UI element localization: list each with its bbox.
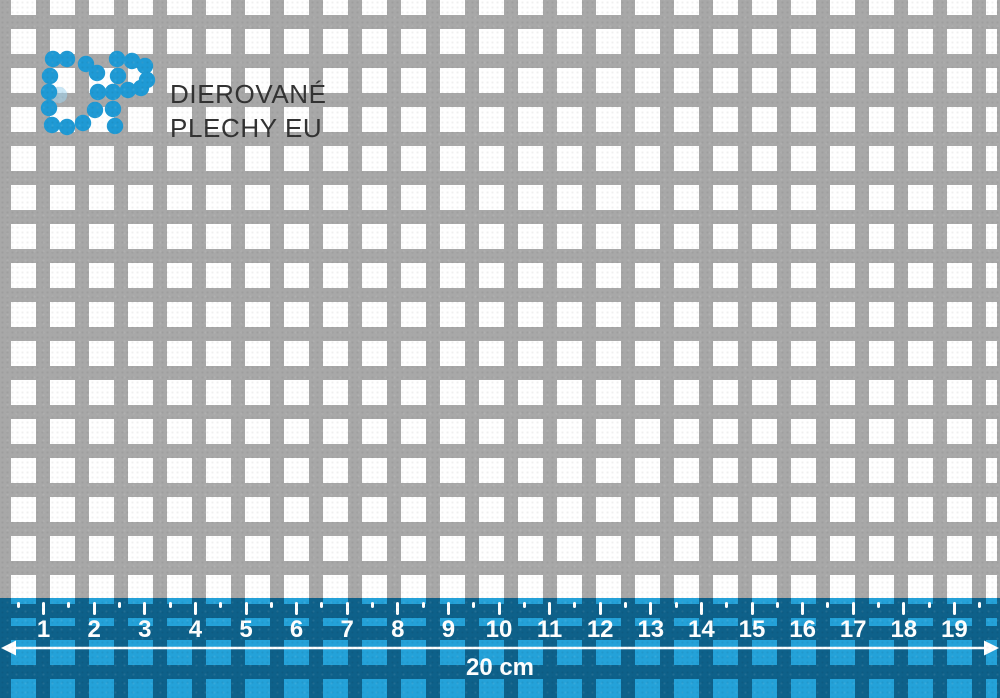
ruler-tick-major [548, 602, 552, 615]
ruler-tick-major [598, 602, 602, 615]
ruler-tick-minor [320, 602, 324, 608]
arrow-left-icon [1, 640, 16, 656]
dp-logo-dots [40, 50, 156, 136]
ruler-tick-minor [674, 602, 678, 608]
ruler-tick-major [851, 602, 855, 615]
ruler-tick-major [143, 602, 147, 615]
ruler-number: 6 [289, 616, 304, 643]
ruler-tick-minor [219, 602, 223, 608]
ruler-tick-minor [472, 602, 476, 608]
ruler-tick-minor [826, 602, 830, 608]
ruler-number: 7 [340, 616, 354, 643]
ruler-number: 2 [87, 616, 101, 643]
ruler-number: 4 [188, 616, 203, 643]
ruler-tick-minor [371, 602, 374, 608]
ruler-tick-major [699, 602, 703, 615]
ruler-tick-major [295, 602, 299, 615]
ruler-tick-minor [421, 602, 425, 608]
ruler-tick-minor [67, 602, 71, 608]
ruler-tick-minor [168, 602, 172, 608]
ruler-tick-major [396, 602, 400, 615]
ruler-tick-major [902, 602, 906, 615]
ruler-number: 14 [688, 616, 715, 643]
ruler-number: 12 [586, 616, 614, 643]
ruler-tick-major [92, 602, 96, 615]
ruler-tick-minor [775, 602, 779, 608]
ruler-tick-minor [522, 602, 526, 608]
ruler-number: 1 [36, 616, 51, 643]
ruler-tick-minor [877, 602, 880, 608]
ruler-length-label: 20 cm [465, 654, 535, 681]
ruler-number: 8 [391, 616, 405, 643]
arrow-right-icon [984, 640, 999, 656]
ruler-tick-minor [269, 602, 273, 608]
ruler-number: 18 [890, 616, 918, 643]
ruler-number: 10 [485, 616, 513, 643]
ruler-tick-major [193, 602, 197, 615]
ruler-tick-minor [118, 602, 121, 608]
ruler-number: 3 [138, 616, 152, 643]
brand-name-line1: DIEROVANÉ [170, 79, 327, 109]
ruler-number: 19 [941, 616, 968, 643]
brand-name: DIEROVANÉ PLECHY EU [170, 77, 327, 145]
ruler-tick-minor [624, 602, 627, 608]
ruler-number: 15 [738, 616, 766, 643]
brand-name-line2: PLECHY EU [170, 113, 323, 143]
ruler-overlay: 1 2 3 4 5 6 7 8 9 10 11 12 13 14 15 16 17 18 19 20 cm [0, 598, 1000, 698]
ruler-tick-major [497, 602, 501, 615]
ruler-tick-minor [16, 602, 20, 608]
ruler-tick-major [345, 602, 349, 615]
ruler-arrow-line [1, 640, 999, 656]
ruler-number: 16 [789, 616, 816, 643]
dp-logo-icon [40, 50, 156, 136]
ruler-tick-major [446, 602, 450, 615]
ruler-number: 5 [239, 616, 253, 643]
ruler-tick-minor [927, 602, 931, 608]
ruler-number: 17 [839, 616, 867, 643]
ruler-tick-major [952, 602, 956, 615]
brand-logo: DIEROVANÉ PLECHY EU [0, 0, 420, 160]
ruler-tick-minor [573, 602, 577, 608]
ruler-tick-major [244, 602, 248, 615]
ruler-number: 9 [441, 616, 456, 643]
ruler-tick-major [750, 602, 754, 615]
ruler-tick-minor [725, 602, 729, 608]
ruler-tick-major [42, 602, 46, 615]
ruler-tick-major [801, 602, 805, 615]
ruler-tick-major [649, 602, 653, 615]
ruler-number: 11 [536, 616, 563, 643]
ruler-number: 13 [637, 616, 665, 643]
ruler-tick-minor [978, 602, 982, 608]
